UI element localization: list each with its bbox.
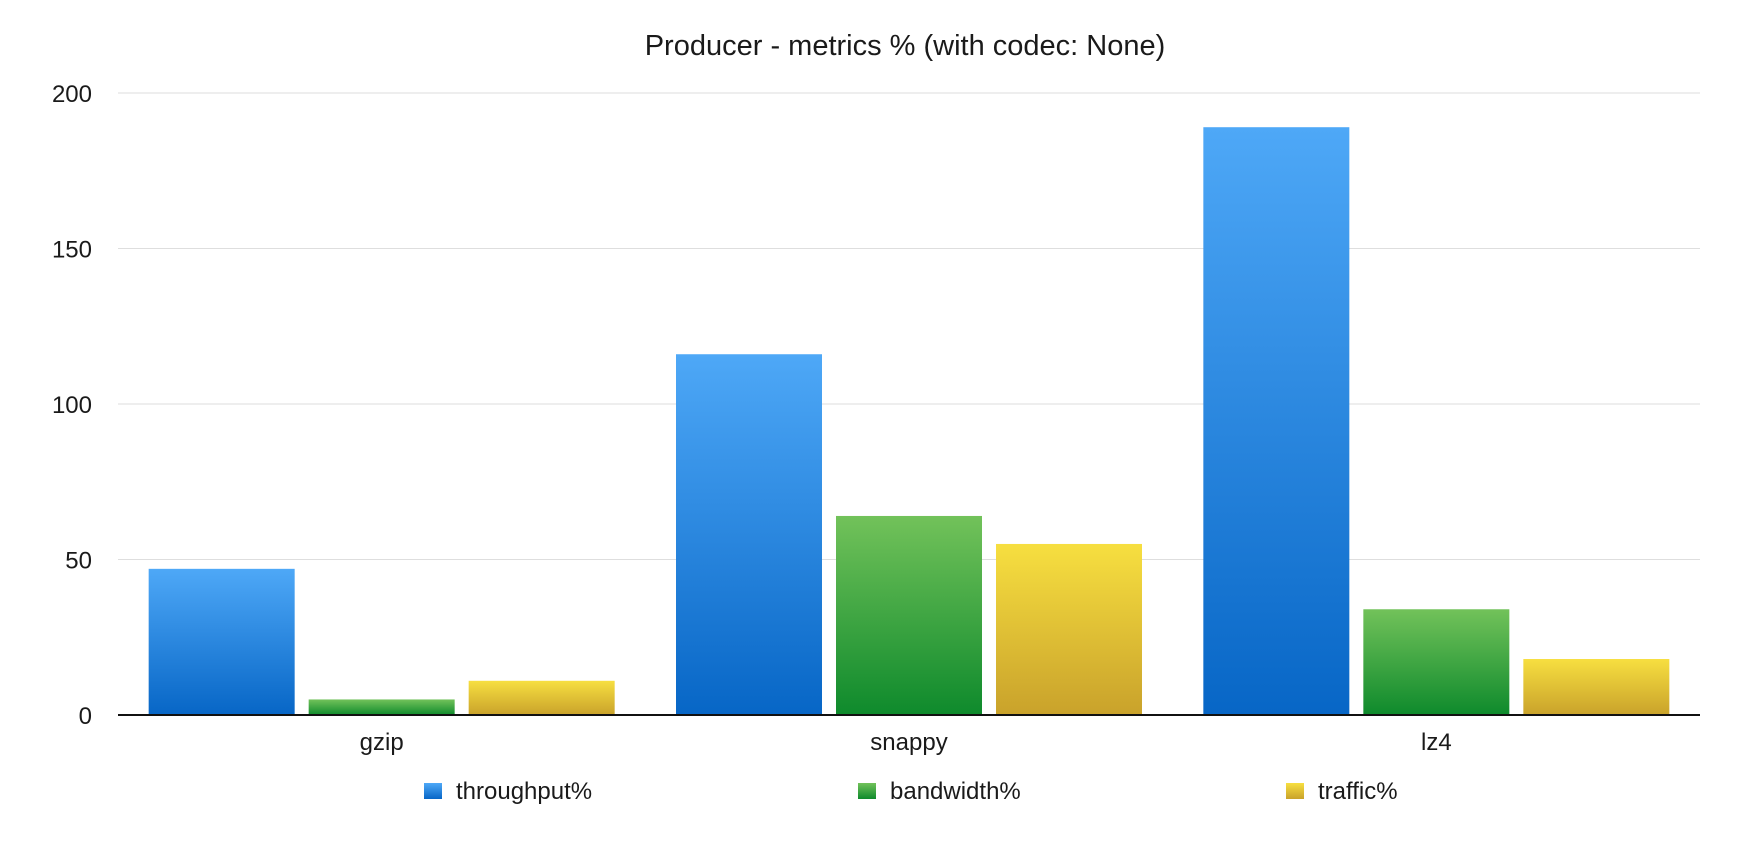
x-tick-label: snappy xyxy=(870,729,947,756)
x-axis-ticks: gzip snappy lz4 xyxy=(360,729,1452,756)
bar-lz4-traffic-pct xyxy=(1523,659,1670,715)
gridlines xyxy=(118,92,1700,560)
legend-label: traffic% xyxy=(1318,778,1398,805)
bar-snappy-bandwidth-pct xyxy=(836,515,982,715)
y-axis-ticks: 0 50 100 150 200 xyxy=(52,81,92,730)
bar-snappy-traffic-pct xyxy=(996,543,1142,715)
legend-swatch xyxy=(1286,783,1304,799)
bar-gzip-traffic-pct xyxy=(468,680,615,715)
y-tick-label: 100 xyxy=(52,392,92,419)
bar-lz4-throughput-pct xyxy=(1203,127,1350,715)
legend-label: throughput% xyxy=(456,778,592,805)
y-tick-label: 0 xyxy=(79,703,92,730)
x-tick-label: gzip xyxy=(360,729,404,756)
bar-lz4-bandwidth-pct xyxy=(1363,609,1510,715)
legend: throughput% bandwidth% traffic% xyxy=(424,778,1398,805)
legend-swatch xyxy=(424,783,442,799)
y-tick-label: 150 xyxy=(52,237,92,264)
legend-swatch xyxy=(858,783,876,799)
x-tick-label: lz4 xyxy=(1421,729,1452,756)
legend-label: bandwidth% xyxy=(890,778,1021,805)
bar-gzip-bandwidth-pct xyxy=(308,699,455,715)
bar-gzip-throughput-pct xyxy=(148,568,295,715)
bar-snappy-throughput-pct xyxy=(676,354,822,715)
chart-title: Producer - metrics % (with codec: None) xyxy=(645,30,1166,62)
y-tick-label: 50 xyxy=(65,548,92,575)
bars xyxy=(148,127,1670,715)
y-tick-label: 200 xyxy=(52,81,92,108)
